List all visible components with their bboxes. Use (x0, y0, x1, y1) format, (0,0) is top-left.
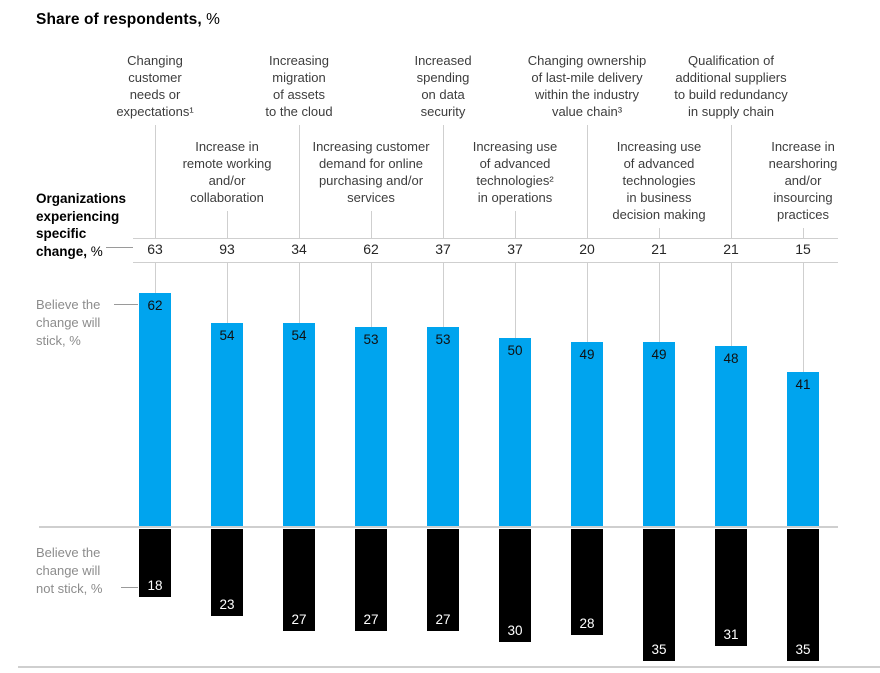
category-label: Qualification of additional suppliers to… (674, 53, 788, 119)
stick-bar-value: 54 (291, 328, 307, 343)
stick-bar-value: 48 (723, 351, 739, 366)
stick-bar-value: 62 (147, 298, 163, 313)
org-change-value: 20 (579, 241, 595, 257)
category-leader-line (227, 263, 228, 323)
stick-bar (283, 323, 315, 527)
org-change-value: 93 (219, 241, 235, 257)
category-leader-line (155, 125, 156, 238)
category-leader-line (227, 211, 228, 238)
stick-label: Believe the change will stick, % (36, 297, 101, 348)
not-stick-bar (787, 529, 819, 661)
not-stick-bar-value: 28 (579, 616, 595, 631)
category-leader-line (299, 263, 300, 323)
not-stick-label: Believe the change will not stick, % (36, 545, 103, 596)
zero-baseline (39, 526, 838, 528)
category-leader-line (659, 228, 660, 238)
stick-bar (715, 346, 747, 527)
stick-bar-value: 49 (579, 347, 595, 362)
not-stick-leader-dash (121, 587, 138, 588)
not-stick-bar (715, 529, 747, 646)
org-change-value: 21 (651, 241, 667, 257)
category-leader-line (443, 125, 444, 238)
category-leader-line (659, 263, 660, 342)
not-stick-bar-value: 23 (219, 597, 235, 612)
stick-bar (499, 338, 531, 527)
category-leader-line (515, 263, 516, 338)
stick-bar-value: 41 (795, 377, 811, 392)
not-stick-bar-value: 30 (507, 623, 523, 638)
stick-bar (643, 342, 675, 527)
not-stick-bar (499, 529, 531, 642)
not-stick-bar (211, 529, 243, 616)
category-leader-line (731, 263, 732, 346)
stick-bar (427, 327, 459, 527)
stick-bar-value: 53 (435, 332, 451, 347)
category-label: Increase in nearshoring and/or insourcin… (768, 139, 838, 222)
org-change-value: 15 (795, 241, 811, 257)
not-stick-bar-value: 27 (291, 612, 307, 627)
org-row-bottom-rule (133, 262, 838, 263)
not-stick-bar-value: 27 (435, 612, 451, 627)
category-leader-line (803, 263, 804, 372)
org-change-value: 37 (507, 241, 523, 257)
category-label: Changing ownership of last-mile delivery… (527, 53, 647, 119)
stick-bar-value: 54 (219, 328, 235, 343)
stick-bar (571, 342, 603, 527)
not-stick-bar-value: 18 (147, 578, 163, 593)
category-leader-line (155, 263, 156, 293)
chart-title-unit: % (201, 11, 221, 28)
category-leader-line (371, 263, 372, 327)
org-change-leader-dash (106, 247, 133, 248)
stick-bar (355, 327, 387, 527)
org-change-value: 21 (723, 241, 739, 257)
org-change-value: 37 (435, 241, 451, 257)
not-stick-bar (571, 529, 603, 635)
category-leader-line (299, 125, 300, 238)
stick-bar-value: 50 (507, 343, 523, 358)
not-stick-bar (355, 529, 387, 631)
category-leader-line (587, 125, 588, 238)
chart-title-text: Share of respondents, (36, 11, 202, 28)
category-leader-line (731, 125, 732, 238)
org-change-value: 34 (291, 241, 307, 257)
bottom-rule (18, 666, 880, 668)
category-label: Increase in remote working and/or collab… (182, 139, 272, 205)
not-stick-bar (283, 529, 315, 631)
not-stick-bar-value: 27 (363, 612, 379, 627)
category-label: Changing customer needs or expectations¹ (116, 53, 194, 119)
org-change-label-unit: % (87, 243, 103, 259)
not-stick-bar (643, 529, 675, 661)
chart-title: Share of respondents, % (36, 11, 220, 29)
org-change-label: Organizations experiencing specific chan… (36, 191, 127, 259)
stick-bar-value: 49 (651, 347, 667, 362)
not-stick-bar (427, 529, 459, 631)
org-change-value: 62 (363, 241, 379, 257)
org-row-top-rule (133, 238, 838, 239)
category-label: Increasing use of advanced technologies … (612, 139, 706, 222)
category-label: Increasing use of advanced technologies²… (472, 139, 558, 205)
not-stick-bar-value: 35 (795, 642, 811, 657)
not-stick-bar (139, 529, 171, 597)
category-label: Increasing customer demand for online pu… (312, 139, 430, 205)
category-leader-line (515, 211, 516, 238)
category-leader-line (371, 211, 372, 238)
not-stick-bar-value: 31 (723, 627, 739, 642)
org-change-value: 63 (147, 241, 163, 257)
stick-bar (787, 372, 819, 527)
stick-bar (211, 323, 243, 527)
category-label: Increasing migration of assets to the cl… (265, 53, 333, 119)
stick-leader-dash (114, 304, 138, 305)
stick-bar (139, 293, 171, 527)
stick-bar-value: 53 (363, 332, 379, 347)
category-leader-line (443, 263, 444, 327)
category-leader-line (803, 228, 804, 238)
not-stick-bar-value: 35 (651, 642, 667, 657)
category-leader-line (587, 263, 588, 342)
category-label: Increased spending on data security (414, 53, 472, 119)
